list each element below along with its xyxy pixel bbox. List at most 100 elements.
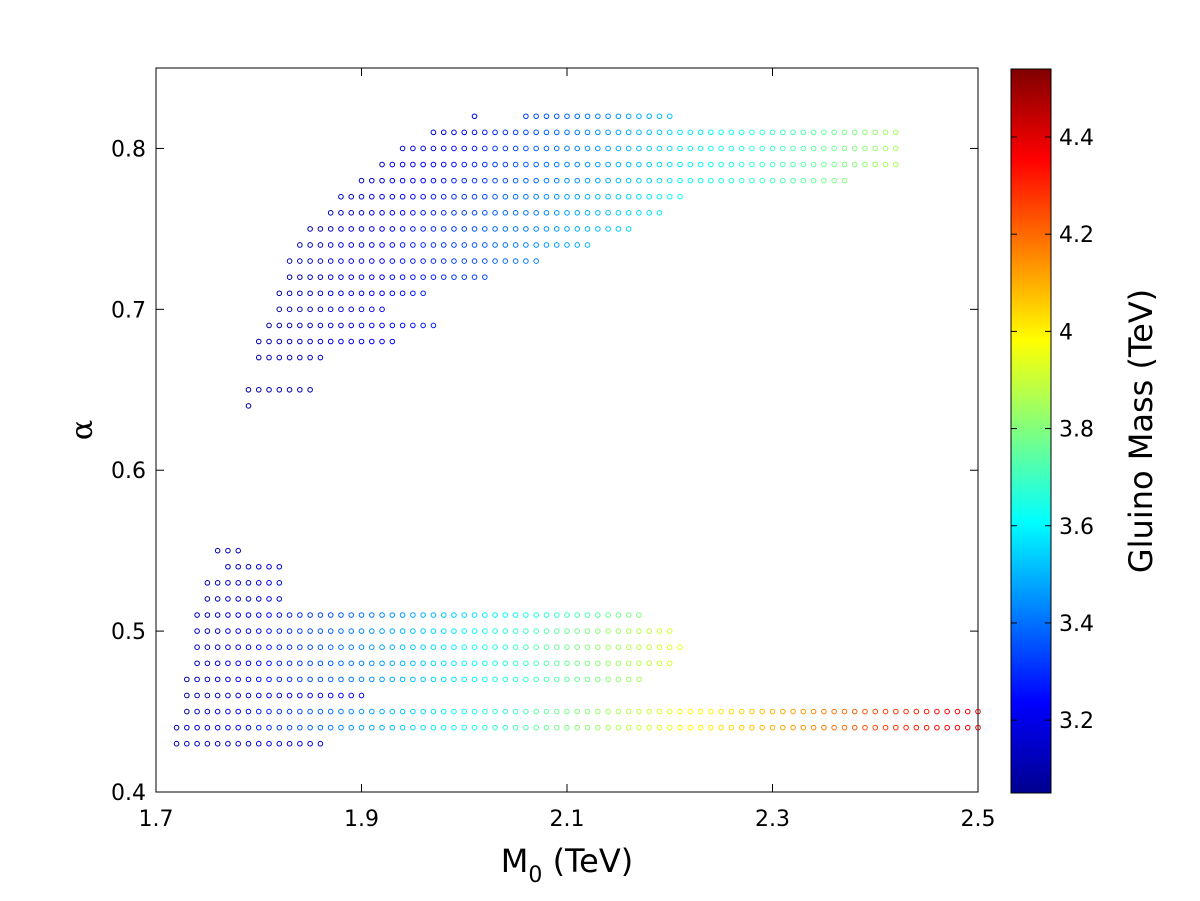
- data-point: [204, 580, 211, 586]
- data-point: [595, 177, 601, 184]
- data-point: [595, 210, 601, 216]
- data-point: [297, 338, 303, 345]
- data-point: [697, 708, 704, 715]
- data-point: [327, 290, 334, 297]
- data-point: [430, 676, 437, 683]
- data-point: [379, 628, 385, 634]
- data-point: [338, 708, 344, 715]
- data-point: [214, 708, 221, 715]
- data-point: [492, 193, 498, 200]
- data-point: [872, 145, 879, 152]
- data-point: [656, 644, 663, 651]
- data-point: [471, 193, 478, 200]
- data-point: [451, 226, 457, 232]
- data-point: [512, 724, 519, 731]
- data-point: [492, 226, 498, 232]
- data-point: [523, 628, 529, 634]
- data-point: [297, 724, 303, 731]
- data-point: [327, 724, 334, 731]
- data-point: [697, 129, 704, 136]
- data-point: [389, 660, 396, 667]
- data-point: [440, 724, 447, 731]
- data-point: [348, 708, 355, 715]
- data-point: [810, 724, 817, 731]
- data-point: [533, 644, 539, 651]
- data-point: [420, 145, 426, 152]
- data-point: [389, 724, 396, 731]
- data-point: [790, 724, 796, 731]
- data-point: [595, 145, 601, 152]
- data-point: [471, 210, 478, 216]
- data-point: [266, 628, 272, 634]
- data-point: [584, 177, 591, 184]
- data-point: [440, 177, 447, 184]
- data-point: [882, 724, 889, 731]
- data-point: [625, 129, 632, 136]
- data-point: [235, 612, 241, 618]
- data-point: [194, 724, 200, 731]
- data-point: [410, 660, 416, 667]
- data-point: [821, 708, 827, 715]
- data-point: [502, 145, 509, 152]
- data-point: [625, 113, 632, 120]
- data-point: [317, 274, 324, 280]
- data-point: [410, 258, 416, 264]
- data-point: [636, 129, 642, 136]
- data-point: [235, 724, 241, 731]
- data-point: [543, 193, 550, 200]
- data-point: [553, 660, 560, 667]
- data-point: [430, 177, 437, 184]
- data-point: [482, 177, 488, 184]
- data-point: [327, 306, 334, 313]
- data-point: [276, 338, 283, 345]
- data-point: [615, 644, 622, 651]
- data-point: [492, 660, 498, 667]
- data-point: [564, 242, 570, 248]
- data-point: [708, 724, 714, 731]
- data-point: [379, 338, 385, 345]
- data-point: [286, 692, 293, 699]
- colorbar-tick-label: 3.4: [1059, 612, 1094, 637]
- data-point: [245, 740, 252, 747]
- x-axis-title: M0 (TeV): [501, 842, 633, 888]
- data-point: [862, 161, 868, 168]
- data-point: [759, 724, 766, 731]
- data-point: [595, 193, 601, 200]
- data-point: [430, 226, 437, 232]
- data-point: [482, 660, 488, 667]
- data-point: [502, 177, 509, 184]
- data-point: [338, 612, 344, 618]
- data-point: [625, 145, 632, 152]
- data-point: [625, 644, 632, 651]
- data-point: [358, 290, 365, 297]
- data-point: [543, 113, 550, 120]
- data-point: [636, 660, 642, 667]
- data-point: [225, 628, 231, 634]
- data-point: [368, 290, 375, 297]
- data-point: [214, 644, 221, 651]
- data-point: [368, 612, 375, 618]
- data-point: [584, 628, 591, 634]
- data-point: [574, 113, 581, 120]
- data-point: [492, 628, 498, 634]
- data-point: [379, 290, 385, 297]
- data-point: [379, 177, 385, 184]
- data-point: [553, 226, 560, 232]
- data-point: [862, 145, 868, 152]
- data-point: [235, 676, 241, 683]
- data-point: [512, 628, 519, 634]
- data-point: [327, 644, 334, 651]
- data-point: [307, 338, 313, 345]
- data-point: [564, 113, 570, 120]
- data-point: [482, 612, 488, 618]
- data-point: [461, 724, 468, 731]
- data-point: [595, 129, 601, 136]
- data-point: [492, 676, 498, 683]
- data-point: [358, 692, 365, 699]
- data-point: [471, 242, 478, 248]
- data-point: [235, 563, 241, 570]
- data-point: [841, 708, 848, 715]
- data-point: [399, 724, 406, 731]
- data-point: [574, 612, 581, 618]
